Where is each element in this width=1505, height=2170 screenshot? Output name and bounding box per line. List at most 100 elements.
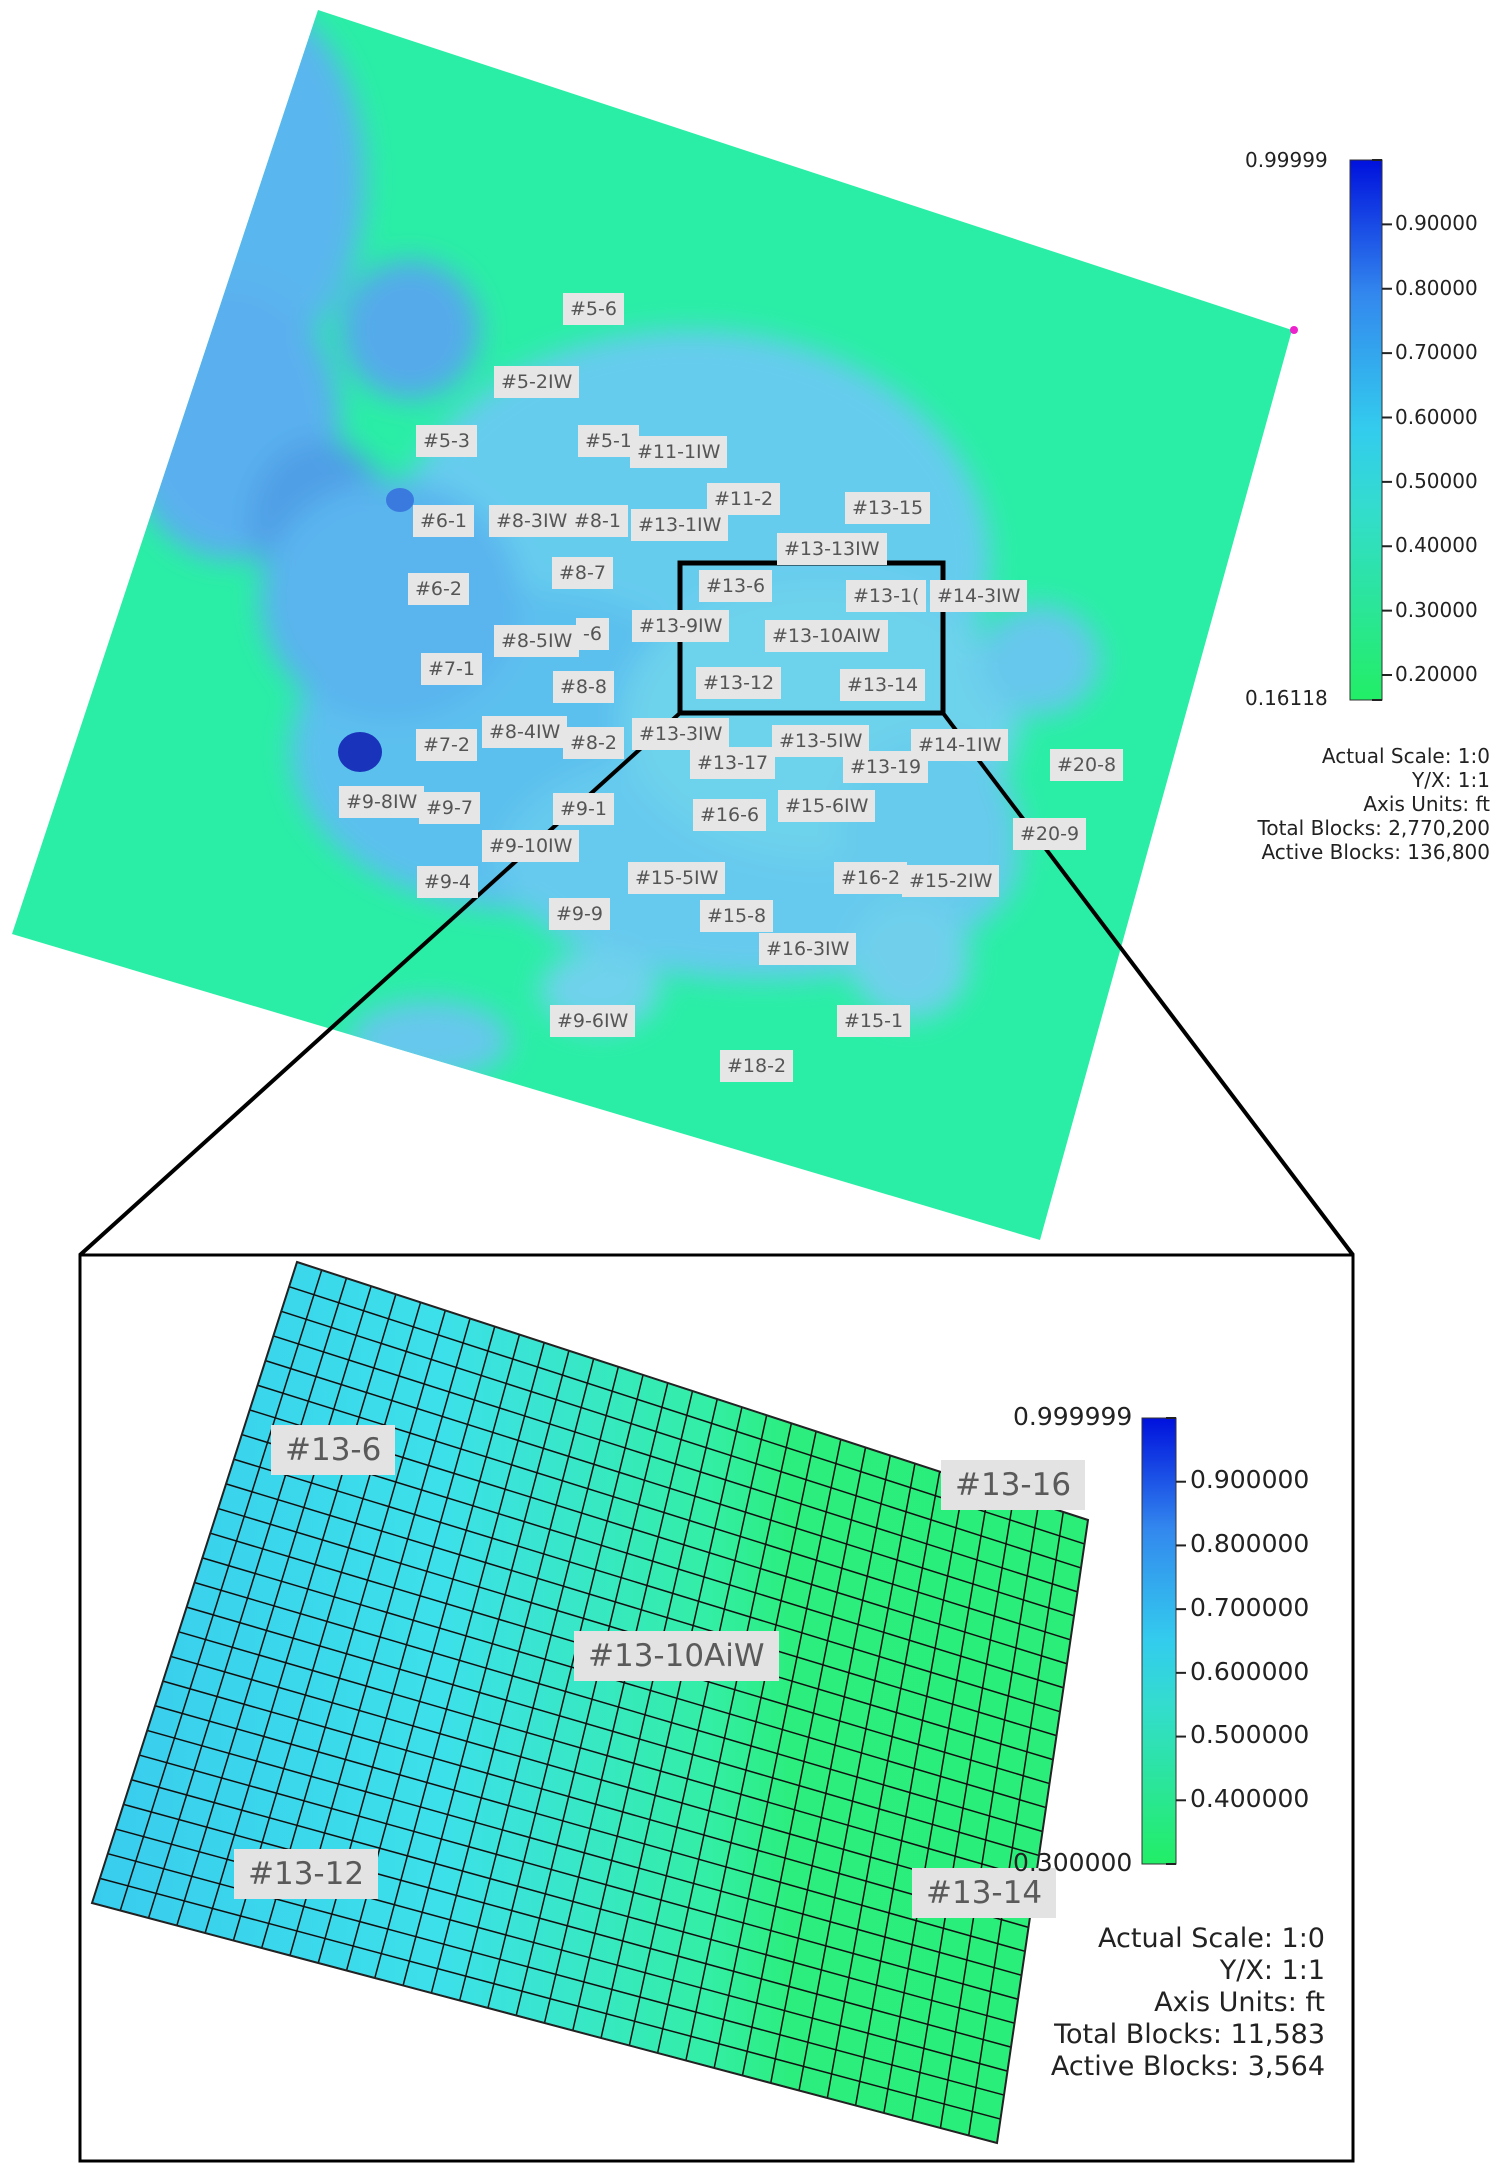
overview-well-label: #13-10AIW <box>765 620 888 652</box>
grid-line <box>123 1803 1012 2048</box>
detail-well-label: #13-14 <box>912 1868 1057 1918</box>
overview-well-label: #11-2 <box>707 483 781 515</box>
overview-active-blocks: Active Blocks: 136,800 <box>1261 840 1490 864</box>
overview-well-label: #9-1 <box>553 793 614 825</box>
overview-well-label: #7-2 <box>416 729 477 761</box>
grid-line <box>233 1458 1061 1713</box>
overview-well-label: #14-1IW <box>911 729 1009 761</box>
overview-well-label: #5-3 <box>416 425 477 457</box>
grid-line <box>131 1779 1015 2024</box>
detail-well-label: #13-16 <box>941 1460 1086 1510</box>
detail-scale: Actual Scale: 1:0 <box>1098 1923 1325 1954</box>
detail-colorbar-max: 0.999999 <box>1013 1402 1133 1431</box>
grid-line <box>154 1705 1026 1953</box>
grid-line <box>186 1606 1040 1857</box>
overview-well-label: #6-2 <box>408 573 469 605</box>
colorbar-tick-label: 0.20000 <box>1395 662 1478 686</box>
overview-well-label: #11-1IW <box>630 436 728 468</box>
colorbar-tick-label: 0.600000 <box>1190 1656 1310 1686</box>
overview-well-label: #20-9 <box>1013 818 1087 850</box>
colorbar-tick-label: 0.900000 <box>1190 1465 1310 1495</box>
grid-line <box>265 1359 1075 1617</box>
detail-grid <box>90 1260 1090 2145</box>
overview-well-label: #16-3IW <box>759 933 857 965</box>
detail-total-blocks: Total Blocks: 11,583 <box>1054 2019 1325 2050</box>
overview-well-label: #9-9 <box>549 898 610 930</box>
overview-well-label: #13-3IW <box>632 718 730 750</box>
detail-well-label: #13-10AiW <box>574 1631 779 1681</box>
grid-line <box>162 1680 1029 1929</box>
grid-line <box>194 1581 1043 1833</box>
overview-scale: Actual Scale: 1:0 <box>1321 744 1490 768</box>
overview-well-label: #13-19 <box>843 751 929 783</box>
overview-well-label: #5-6 <box>563 293 624 325</box>
overview-well-label: #9-7 <box>419 792 480 824</box>
overview-well-label: #13-15 <box>845 492 931 524</box>
overview-well-label: #8-2 <box>563 727 624 759</box>
overview-well-label: #15-5IW <box>628 862 726 894</box>
overview-well-label: #13-9IW <box>632 610 730 642</box>
overview-info: Actual Scale: 1:0 Y/X: 1:1 Axis Units: f… <box>1258 744 1490 864</box>
detail-colorbar-min: 0.300000 <box>1013 1848 1133 1877</box>
overview-well-label: #9-8IW <box>339 786 425 818</box>
colorbar-tick-label: 0.60000 <box>1395 404 1478 429</box>
overview-well-label: #8-8 <box>553 671 614 703</box>
grid-line <box>99 1877 1001 2120</box>
colorbar-tick-label: 0.70000 <box>1395 340 1478 365</box>
overview-colorbar <box>1349 159 1392 701</box>
overview-total-blocks: Total Blocks: 2,770,200 <box>1257 816 1490 840</box>
overview-yx: Y/X: 1:1 <box>1412 768 1490 792</box>
overview-well-label: #18-2 <box>720 1050 794 1082</box>
overview-well-label: #9-4 <box>417 866 478 898</box>
colorbar-tick-label: 0.40000 <box>1395 533 1478 558</box>
overview-units: Axis Units: ft <box>1363 792 1490 816</box>
colorbar-tick-label: 0.30000 <box>1395 597 1478 622</box>
overview-colorbar-min: 0.16118 <box>1245 686 1328 710</box>
overview-well-label: #13-17 <box>690 747 776 779</box>
grid-line <box>281 1310 1082 1569</box>
overview-well-label: #9-6IW <box>550 1005 636 1037</box>
grid-line <box>178 1631 1036 1881</box>
colorbar-tick-label: 0.700000 <box>1190 1592 1310 1622</box>
overview-well-label: #13-14 <box>840 669 926 701</box>
detail-colorbar <box>1141 1417 1186 1865</box>
grid-line <box>202 1557 1047 1809</box>
detail-well-label: #13-12 <box>234 1849 379 1899</box>
colorbar-tick-label: 0.80000 <box>1395 275 1478 300</box>
overview-well-label: #13-6 <box>699 570 773 602</box>
detail-active-blocks: Active Blocks: 3,564 <box>1050 2051 1325 2082</box>
overview-well-label: #8-4IW <box>482 716 568 748</box>
grid-line <box>241 1433 1064 1689</box>
colorbar-tick-label: 0.400000 <box>1190 1784 1310 1814</box>
overview-well-label: #14-3IW <box>930 580 1028 612</box>
overview-well-label: #20-8 <box>1050 749 1124 781</box>
grid-line <box>170 1655 1033 1905</box>
overview-well-label: #8-5IW <box>494 625 580 657</box>
overview-well-label: #13-13IW <box>777 533 887 565</box>
detail-yx: Y/X: 1:1 <box>1219 1955 1325 1986</box>
colorbar-tick-label: 0.50000 <box>1395 468 1478 493</box>
grid-line <box>273 1335 1078 1593</box>
overview-well-label: #15-8 <box>700 900 774 932</box>
detail-info: Actual Scale: 1:0 Y/X: 1:1 Axis Units: f… <box>1051 1923 1325 2083</box>
overview-well-label: -6 <box>576 618 609 650</box>
colorbar-tick-label: 0.500000 <box>1190 1720 1310 1750</box>
overview-well-label: #8-3IW <box>489 505 575 537</box>
overview-well-label: #8-1 <box>567 505 628 537</box>
colorbar-tick-label: 0.90000 <box>1395 211 1478 236</box>
overview-well-label: #15-2IW <box>902 865 1000 897</box>
grid-line <box>225 1483 1057 1737</box>
corner-marker <box>1290 326 1298 334</box>
overview-well-label: #15-6IW <box>778 790 876 822</box>
detail-units: Axis Units: ft <box>1154 1987 1325 2018</box>
overview-well-label: #13-12 <box>696 667 782 699</box>
overview-well-label: #9-10IW <box>482 830 580 862</box>
overview-well-label: #5-2IW <box>494 366 580 398</box>
detail-well-label: #13-6 <box>271 1425 396 1475</box>
overview-well-label: #16-2 <box>834 862 908 894</box>
overview-well-label: #13-1( <box>846 580 927 612</box>
grid-line <box>139 1754 1019 2000</box>
overview-well-label: #15-1 <box>837 1005 911 1037</box>
overview-well-label: #7-1 <box>421 653 482 685</box>
